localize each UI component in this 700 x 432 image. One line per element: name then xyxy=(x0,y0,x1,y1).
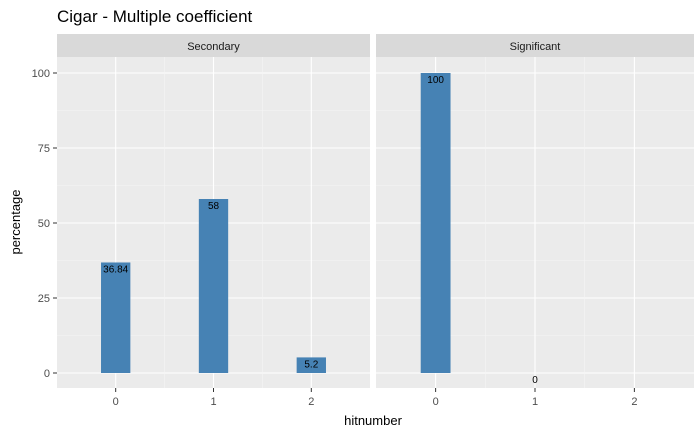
data-label: 0 xyxy=(532,375,538,386)
x-tick-label: 0 xyxy=(433,396,439,408)
facet-strip-label: Secondary xyxy=(187,41,240,53)
bar-secondary-0 xyxy=(101,262,131,373)
facet-strip xyxy=(57,34,370,57)
y-axis: 0 25 50 75 100 xyxy=(32,68,57,380)
data-label: 5.2 xyxy=(304,359,318,370)
x-tick-label: 2 xyxy=(631,396,637,408)
y-tick-label: 50 xyxy=(38,218,50,230)
y-tick-label: 100 xyxy=(32,68,50,80)
bar-significant-0 xyxy=(420,73,451,373)
bar-secondary-2 xyxy=(296,357,326,373)
data-label: 100 xyxy=(427,75,444,86)
facet-strip-label: Significant xyxy=(510,41,561,53)
x-tick-label: 1 xyxy=(210,396,216,408)
facet-panel-significant: Significant 100 0 0 1 2 xyxy=(376,34,694,408)
y-tick-label: 75 xyxy=(38,143,50,155)
chart-title: Cigar - Multiple coefficient xyxy=(57,7,253,26)
data-label: 36.84 xyxy=(103,264,128,275)
facet-panel-secondary: Secondary 36.84 58 5.2 0 1 2 xyxy=(57,34,370,408)
y-tick-label: 25 xyxy=(38,293,50,305)
data-label: 58 xyxy=(208,201,220,212)
x-tick-label: 2 xyxy=(308,396,314,408)
x-axis-title: hitnumber xyxy=(344,413,402,428)
y-axis-title: percentage xyxy=(8,189,23,254)
facet-strip xyxy=(376,34,694,57)
y-tick-label: 0 xyxy=(44,368,50,380)
facet-panels: Secondary 36.84 58 5.2 0 1 2 Significant 100 0 0 1 2 xyxy=(57,34,694,408)
bar-secondary-1 xyxy=(198,199,229,373)
x-tick-label: 1 xyxy=(532,396,538,408)
x-tick-label: 0 xyxy=(113,396,119,408)
